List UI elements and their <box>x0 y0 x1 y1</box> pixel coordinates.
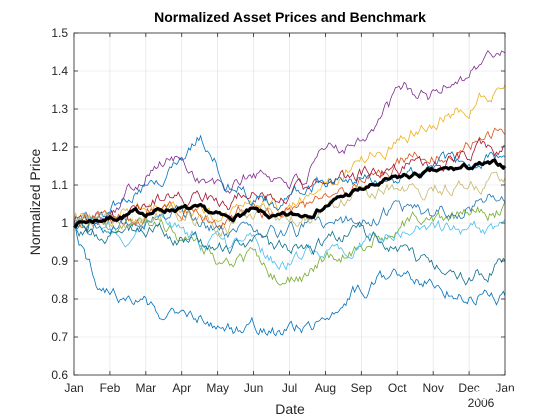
asset-series-line <box>73 193 506 239</box>
asset-series-line <box>73 84 506 228</box>
y-tick-label: 1.5 <box>51 26 68 40</box>
y-axis-label: Normalized Price <box>27 148 43 255</box>
y-tick-label: 0.8 <box>51 292 68 306</box>
benchmark-series-line <box>72 158 507 229</box>
y-tick-label: 1.1 <box>51 178 68 192</box>
x-axis-label: Date <box>275 401 305 417</box>
y-tick-label: 0.6 <box>51 368 68 382</box>
asset-series-line <box>73 50 506 228</box>
y-tick-label: 0.7 <box>51 330 68 344</box>
asset-series-line <box>73 221 506 286</box>
asset-series-line <box>73 222 506 337</box>
tick-labels: 0.6 0.7 0.8 0.9 1 1.1 1.2 1.3 1.4 1.5 Jan Feb Mar Apr… <box>51 26 514 395</box>
x-tick-label: Jun <box>244 381 263 395</box>
x-tick-label: Mar <box>135 381 156 395</box>
x-tick-label: Jan <box>495 381 514 395</box>
x-tick-label: Aug <box>315 381 336 395</box>
x-tick-label: Apr <box>172 381 191 395</box>
x-tick-label: Oct <box>388 381 407 395</box>
y-tick-label: 1 <box>61 216 68 230</box>
watermark: 知乎 @比小羊 <box>474 388 556 404</box>
series-layer <box>72 50 507 337</box>
x-tick-label: Nov <box>422 381 443 395</box>
x-tick-label: Jan <box>64 381 83 395</box>
x-tick-label: Sep <box>351 381 373 395</box>
axes <box>73 32 506 376</box>
x-tick-label: Dec <box>458 381 479 395</box>
x-tick-label: May <box>206 381 229 395</box>
chart-title: Normalized Asset Prices and Benchmark <box>154 9 426 25</box>
y-tick-label: 1.4 <box>51 64 68 78</box>
x-tick-label: Jul <box>282 381 297 395</box>
y-tick-label: 1.3 <box>51 102 68 116</box>
y-tick-label: 0.9 <box>51 254 68 268</box>
asset-series-line <box>73 212 506 271</box>
x-tick-label: Feb <box>100 381 121 395</box>
y-tick-label: 1.2 <box>51 140 68 154</box>
x-year-label: 2006 <box>468 396 495 410</box>
